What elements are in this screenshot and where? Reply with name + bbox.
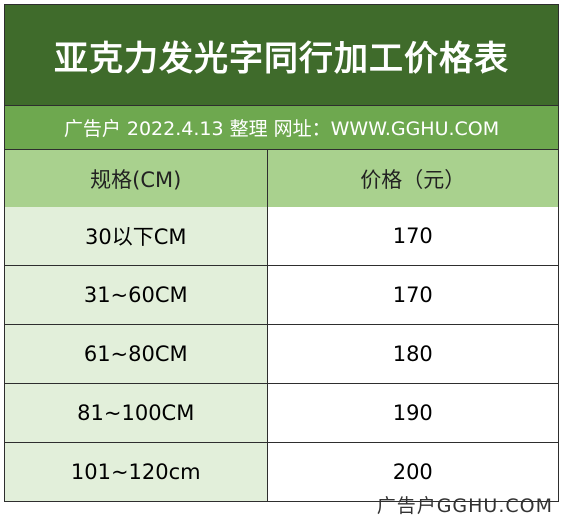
page-title: 亚克力发光字同行加工价格表 bbox=[5, 5, 558, 106]
price-cell: 200 bbox=[266, 442, 558, 501]
size-cell: 31~60CM bbox=[5, 265, 267, 325]
price-table: 规格(CM) 价格（元） 30以下CM 170 31~60CM 170 61~8… bbox=[5, 150, 558, 501]
header-size: 规格(CM) bbox=[5, 150, 267, 207]
price-cell: 190 bbox=[266, 383, 558, 443]
price-cell: 170 bbox=[266, 265, 558, 325]
size-cell: 61~80CM bbox=[5, 324, 267, 384]
header-price: 价格（元） bbox=[266, 150, 558, 207]
source-info: 广告户 2022.4.13 整理 网址：WWW.GGHU.COM bbox=[5, 106, 558, 150]
watermark: 广告户GGHU.COM bbox=[376, 495, 553, 517]
table-row: 31~60CM 170 bbox=[5, 265, 558, 325]
table-row: 81~100CM 190 bbox=[5, 383, 558, 443]
price-table-sheet: 亚克力发光字同行加工价格表 广告户 2022.4.13 整理 网址：WWW.GG… bbox=[4, 4, 559, 502]
price-cell: 170 bbox=[266, 207, 558, 266]
size-cell: 101~120cm bbox=[5, 442, 267, 501]
size-cell: 81~100CM bbox=[5, 383, 267, 443]
table-row: 61~80CM 180 bbox=[5, 324, 558, 384]
size-cell: 30以下CM bbox=[5, 207, 267, 266]
table-row: 101~120cm 200 bbox=[5, 442, 558, 501]
table-row: 30以下CM 170 bbox=[5, 207, 558, 266]
price-cell: 180 bbox=[266, 324, 558, 384]
table-header-row: 规格(CM) 价格（元） bbox=[5, 150, 558, 207]
